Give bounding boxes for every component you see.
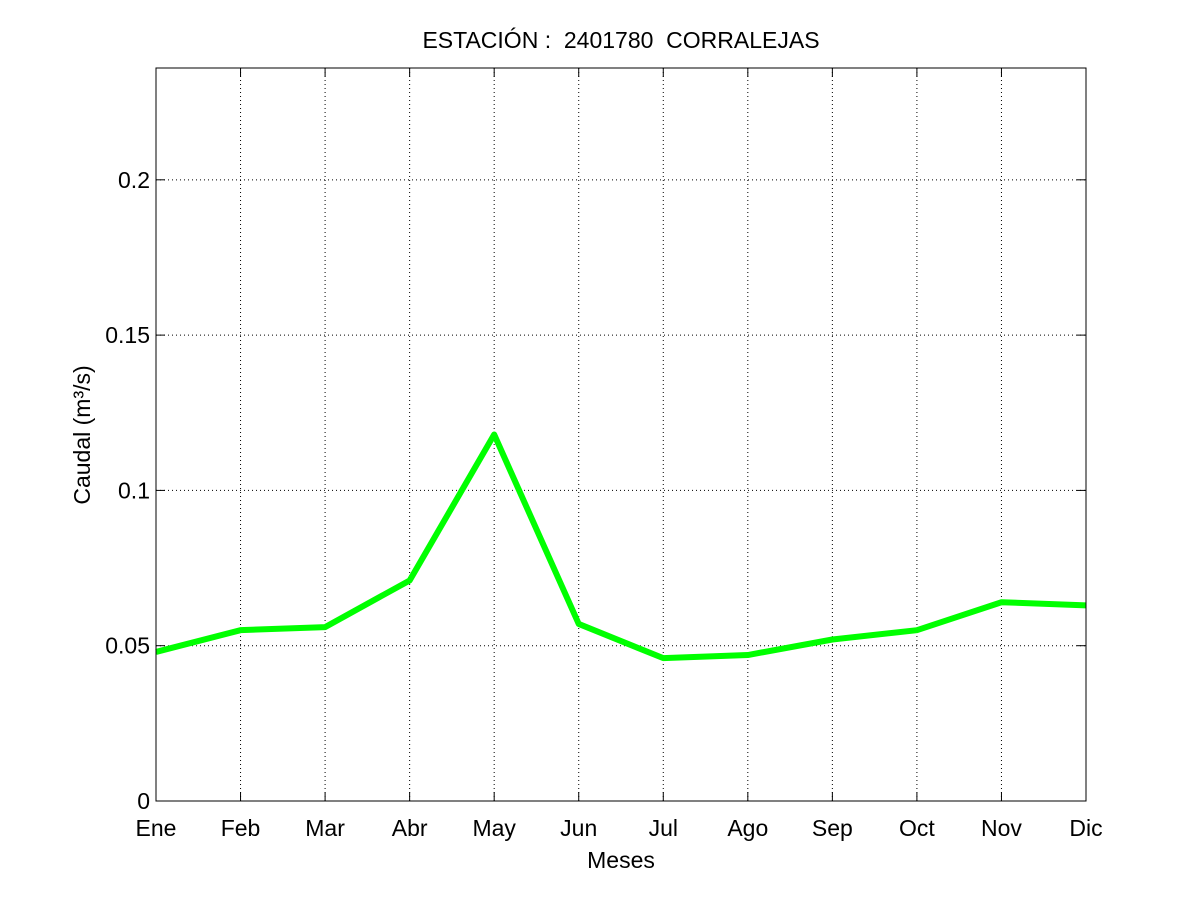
tick-labels: Ene Feb Mar Abr May Jun Jul Ago Sep Oct Nov Dic 0 0.0… xyxy=(105,167,1102,841)
x-tick-label: Ene xyxy=(136,815,177,841)
x-tick-label: Abr xyxy=(392,815,428,841)
chart-title: ESTACIÓN : 2401780 CORRALEJAS xyxy=(422,27,819,53)
plot-frame xyxy=(155,67,1087,802)
x-tick-label: Jul xyxy=(649,815,678,841)
x-tick-label: Ago xyxy=(727,815,768,841)
y-tick-label: 0.1 xyxy=(118,477,150,503)
grid-lines xyxy=(156,68,1086,801)
y-tick-label: 0.15 xyxy=(105,322,150,348)
axis-ticks xyxy=(155,68,1087,802)
x-tick-label: May xyxy=(472,815,516,841)
series-layer xyxy=(155,431,1087,662)
x-tick-label: Sep xyxy=(812,815,853,841)
y-axis-label: Caudal (m³/s) xyxy=(69,365,95,504)
x-tick-label: Feb xyxy=(221,815,261,841)
x-tick-label: Nov xyxy=(981,815,1022,841)
x-axis-label: Meses xyxy=(587,847,655,873)
x-tick-label: Oct xyxy=(899,815,935,841)
y-tick-label: 0 xyxy=(137,788,150,814)
x-tick-label: Dic xyxy=(1069,815,1102,841)
y-tick-label: 0.05 xyxy=(105,633,150,659)
y-tick-label: 0.2 xyxy=(118,167,150,193)
x-tick-label: Jun xyxy=(560,815,597,841)
x-tick-label: Mar xyxy=(305,815,345,841)
series-line xyxy=(155,431,1087,662)
